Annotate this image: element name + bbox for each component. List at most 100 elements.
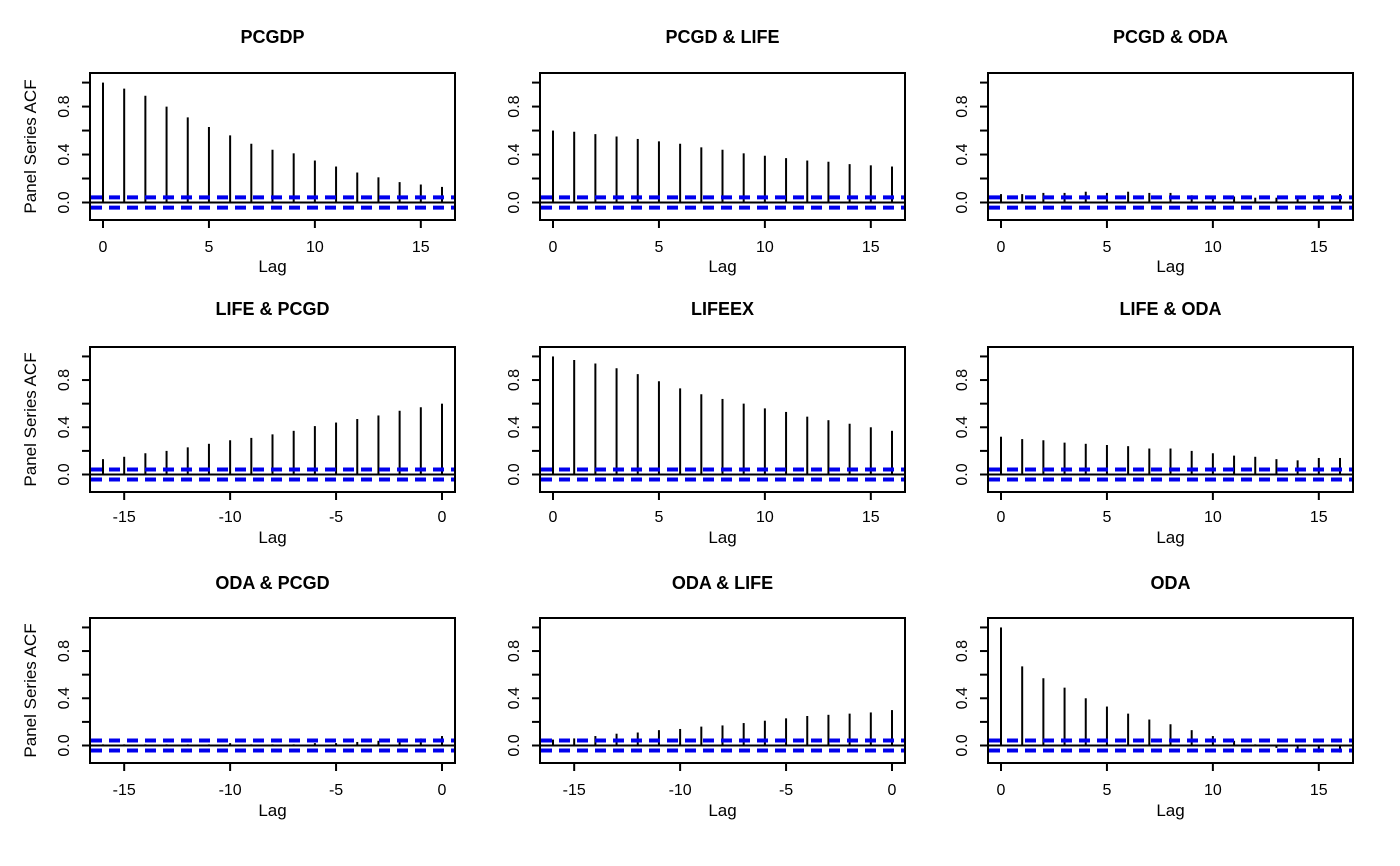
y-tick-label: 0.8 [56, 95, 73, 117]
x-axis-label: Lag [708, 257, 736, 276]
x-axis-label: Lag [1156, 257, 1184, 276]
x-tick-label: 15 [1310, 782, 1328, 799]
y-tick-label: 0.4 [56, 416, 73, 438]
y-tick-label: 0.8 [954, 640, 971, 662]
x-tick-label: 0 [997, 509, 1006, 526]
x-tick-label: 5 [1102, 239, 1111, 256]
x-tick-label: 10 [756, 239, 774, 256]
acf-panel-lifeex: LIFEEX 0.0 0.4 0.8 0 5 10 15 Lag [506, 299, 906, 547]
x-axis-label: Lag [1156, 528, 1184, 547]
y-tick-label: 0.8 [506, 95, 523, 117]
panel-title-oda: ODA [1151, 573, 1191, 593]
x-tick-label: -15 [563, 782, 586, 799]
y-tick-label: 0.0 [506, 191, 523, 213]
acf-panel-life-oda: LIFE & ODA 0.0 0.4 0.8 0 5 10 15 Lag [954, 299, 1354, 547]
x-tick-label: 5 [1102, 782, 1111, 799]
x-tick-label: 0 [888, 782, 897, 799]
x-tick-label: 0 [997, 782, 1006, 799]
plot-box [539, 72, 906, 221]
acf-panel-life-pcgd: LIFE & PCGD 0.0 0.4 0.8 -15 -10 -5 0 Lag Panel Se… [21, 299, 456, 547]
panel-title-life-oda: LIFE & ODA [1120, 299, 1222, 319]
y-tick-label: 0.0 [56, 734, 73, 756]
x-tick-label: -15 [113, 509, 136, 526]
y-axis-label: Panel Series ACF [21, 352, 40, 486]
y-tick-label: 0.4 [954, 687, 971, 709]
x-axis-label: Lag [258, 528, 286, 547]
y-tick-label: 0.0 [56, 191, 73, 213]
x-tick-label: 15 [1310, 509, 1328, 526]
y-tick-label: 0.4 [506, 416, 523, 438]
x-axis-label: Lag [708, 528, 736, 547]
y-tick-label: 0.0 [954, 463, 971, 485]
panel-title-oda-pcgd: ODA & PCGD [215, 573, 329, 593]
plot-box [89, 72, 456, 221]
y-axis-label: Panel Series ACF [21, 79, 40, 213]
y-tick-label: 0.4 [506, 687, 523, 709]
x-tick-label: 0 [997, 239, 1006, 256]
y-tick-label: 0.8 [56, 369, 73, 391]
acf-panel-pcgd-life: PCGD & LIFE 0.0 0.4 0.8 0 5 10 15 Lag [506, 27, 906, 276]
x-tick-label: 0 [99, 239, 108, 256]
x-tick-label: 10 [1204, 239, 1222, 256]
panel-title-life-pcgd: LIFE & PCGD [215, 299, 329, 319]
x-tick-label: -5 [329, 509, 343, 526]
x-tick-label: 10 [306, 239, 324, 256]
panel-title-pcgdp: PCGDP [240, 27, 304, 47]
x-tick-label: -10 [219, 782, 242, 799]
y-tick-label: 0.4 [56, 687, 73, 709]
x-tick-label: 10 [1204, 782, 1222, 799]
acf-spikes [102, 82, 443, 203]
plot-box [539, 617, 906, 764]
acf-spikes [552, 356, 893, 475]
y-tick-label: 0.4 [954, 143, 971, 165]
x-tick-label: -10 [219, 509, 242, 526]
x-tick-label: 15 [862, 239, 880, 256]
acf-panel-pcgd-oda: PCGD & ODA 0.0 0.4 0.8 0 5 10 15 Lag [954, 27, 1354, 276]
panel-title-oda-life: ODA & LIFE [672, 573, 773, 593]
x-tick-label: 15 [862, 509, 880, 526]
x-axis-label: Lag [1156, 801, 1184, 820]
y-tick-label: 0.8 [954, 369, 971, 391]
x-tick-label: 10 [756, 509, 774, 526]
y-tick-label: 0.4 [56, 143, 73, 165]
acf-panel-oda-life: ODA & LIFE 0.0 0.4 0.8 -15 -10 -5 0 Lag [506, 573, 906, 820]
y-tick-label: 0.8 [506, 640, 523, 662]
y-tick-label: 0.8 [954, 95, 971, 117]
panel-title-pcgd-oda: PCGD & ODA [1113, 27, 1228, 47]
y-tick-label: 0.4 [506, 143, 523, 165]
panel-title-lifeex: LIFEEX [691, 299, 754, 319]
x-tick-label: 15 [412, 239, 430, 256]
acf-spikes [1000, 436, 1341, 475]
acf-spikes [1000, 627, 1341, 753]
plot-box [89, 346, 456, 493]
x-tick-label: -15 [113, 782, 136, 799]
x-axis-label: Lag [708, 801, 736, 820]
y-axis-label: Panel Series ACF [21, 623, 40, 757]
acf-panel-pcgdp: PCGDP 0.0 0.4 0.8 0 5 10 15 Lag Panel Series ACF [21, 27, 456, 276]
x-tick-label: 0 [549, 239, 558, 256]
acf-panel-oda-pcgd: ODA & PCGD 0.0 0.4 0.8 -15 -10 -5 0 Lag Panel Ser… [21, 573, 456, 820]
y-tick-label: 0.8 [56, 640, 73, 662]
y-tick-label: 0.4 [954, 416, 971, 438]
x-tick-label: 15 [1310, 239, 1328, 256]
y-tick-label: 0.8 [506, 369, 523, 391]
plot-box [987, 617, 1354, 764]
x-tick-label: -5 [779, 782, 793, 799]
x-tick-label: 0 [438, 782, 447, 799]
panel-title-pcgd-life: PCGD & LIFE [665, 27, 779, 47]
plot-box [539, 346, 906, 493]
x-tick-label: 5 [654, 239, 663, 256]
x-axis-label: Lag [258, 257, 286, 276]
y-tick-label: 0.0 [506, 463, 523, 485]
x-tick-label: -10 [669, 782, 692, 799]
x-axis-label: Lag [258, 801, 286, 820]
acf-panel-oda: ODA 0.0 0.4 0.8 0 5 10 15 Lag [954, 573, 1354, 820]
x-tick-label: 10 [1204, 509, 1222, 526]
x-tick-label: 0 [549, 509, 558, 526]
plot-box [89, 617, 456, 764]
x-tick-label: 5 [204, 239, 213, 256]
y-tick-label: 0.0 [506, 734, 523, 756]
